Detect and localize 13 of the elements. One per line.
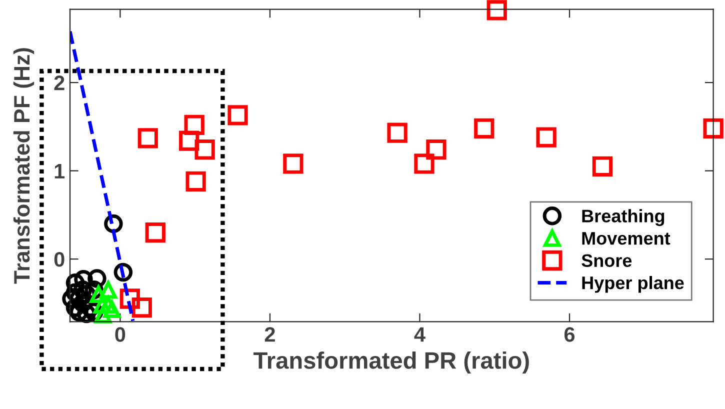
y-tick-label: 1 <box>54 164 65 178</box>
legend-label: Hyper plane <box>582 276 684 293</box>
legend-label: Movement <box>582 232 670 245</box>
x-tick-label: 4 <box>414 327 426 342</box>
y-tick-label: 0 <box>54 252 64 267</box>
x-tick-label: 0 <box>115 327 126 342</box>
x-tick-label: 2 <box>264 327 275 342</box>
legend-label: Breathing <box>582 209 664 226</box>
y-axis-title: Transformated PF (Hz) <box>13 48 34 284</box>
x-tick-label: 6 <box>564 327 575 342</box>
y-tick-label: 2 <box>54 76 64 90</box>
x-axis-title: Transformated PR (ratio) <box>254 352 529 374</box>
legend-label: Snore <box>582 254 632 267</box>
